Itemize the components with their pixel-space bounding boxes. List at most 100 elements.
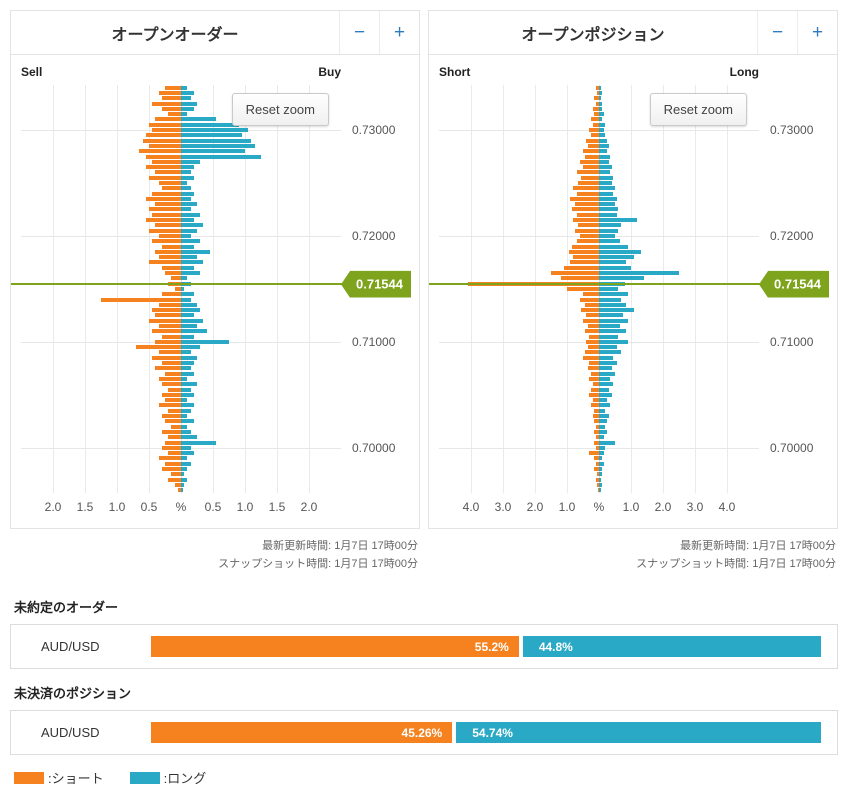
sell-bar [145, 165, 181, 170]
right-half [599, 429, 759, 434]
long-bar [599, 249, 641, 254]
zoom-out-button[interactable]: − [757, 11, 797, 54]
price-row [439, 355, 759, 360]
left-half [439, 488, 599, 493]
x-tick-label: 3.0 [686, 500, 704, 514]
price-row [439, 191, 759, 196]
positions-long-percent: 54.74% [472, 725, 513, 740]
updated-time: 最新更新時間: 1月7日 17時00分 [680, 540, 836, 552]
right-half [599, 270, 759, 276]
long-bar [599, 170, 611, 175]
left-half [21, 233, 181, 238]
buy-bar [181, 488, 183, 493]
right-half [181, 239, 341, 244]
price-row [21, 186, 341, 191]
left-half [439, 376, 599, 381]
price-axis-label: 0.72000 [770, 229, 814, 243]
right-half [599, 376, 759, 381]
sell-bar [136, 345, 181, 350]
price-row [21, 355, 341, 360]
reset-zoom-button[interactable]: Reset zoom [231, 93, 329, 126]
updated-time: 最新更新時間: 1月7日 17時00分 [262, 540, 418, 552]
left-half [439, 440, 599, 445]
sell-bar [155, 313, 181, 318]
left-half [439, 270, 599, 276]
right-half [599, 435, 759, 440]
unfilled-orders-heading: 未約定のオーダー [14, 600, 119, 616]
zoom-in-button[interactable]: + [379, 11, 419, 54]
right-half [181, 450, 341, 456]
left-half [21, 212, 181, 217]
gridline-vertical [245, 85, 246, 493]
right-half [181, 122, 341, 127]
long-bar [599, 366, 612, 371]
left-half [21, 371, 181, 376]
buy-bar [181, 408, 191, 413]
buy-bar [181, 260, 204, 265]
right-half [599, 461, 759, 466]
long-bar [599, 350, 622, 355]
long-color-swatch [129, 771, 160, 784]
price-row [439, 413, 759, 419]
sell-bar [152, 212, 181, 217]
zoom-out-button[interactable]: − [339, 11, 379, 54]
sell-bar [165, 398, 181, 403]
left-half [439, 207, 599, 212]
price-row [439, 233, 759, 238]
buy-bar [181, 138, 252, 143]
x-tick-label: 2.0 [526, 500, 544, 514]
left-half [439, 360, 599, 366]
right-half [181, 329, 341, 334]
buy-bar [181, 376, 188, 381]
right-half [599, 175, 759, 180]
buy-bar [181, 329, 207, 334]
short-bar [594, 96, 599, 101]
right-half [181, 355, 341, 360]
right-half [181, 360, 341, 366]
short-bar [587, 366, 599, 371]
price-row [439, 339, 759, 344]
sell-bar [158, 376, 181, 381]
price-axis-label: 0.71000 [352, 334, 396, 349]
buy-bar [181, 186, 191, 191]
sell-bar [149, 318, 181, 323]
left-half [439, 429, 599, 434]
sell-bar [152, 128, 181, 133]
left-half [21, 307, 181, 313]
right-half [181, 191, 341, 196]
open-orders-panel: オープンオーダー − + Sell Buy Reset zoom [10, 10, 420, 529]
zoom-in-button[interactable]: + [797, 11, 837, 54]
sell-bar [155, 223, 181, 228]
right-half [599, 345, 759, 350]
price-row [21, 413, 341, 419]
right-half [599, 413, 759, 419]
right-half [599, 143, 759, 148]
sell-bar [149, 228, 181, 233]
short-bar [576, 212, 599, 217]
long-bar [599, 318, 628, 323]
legend-long-label: :ロング [163, 771, 207, 787]
buy-bar [181, 366, 191, 371]
right-half [599, 223, 759, 228]
price-row [439, 223, 759, 228]
open-positions-plot[interactable]: Reset zoom [439, 85, 759, 493]
right-half [181, 472, 341, 477]
left-half [21, 196, 181, 201]
right-half [181, 159, 341, 164]
legend: :ショート :ロング [14, 768, 834, 787]
right-half [599, 456, 759, 461]
short-bar [591, 133, 599, 138]
left-half [21, 345, 181, 350]
right-half [181, 138, 341, 143]
price-row [21, 85, 341, 90]
left-half [21, 429, 181, 434]
short-bar [595, 435, 599, 440]
open-orders-plot[interactable]: Reset zoom [21, 85, 341, 493]
right-half [599, 329, 759, 334]
left-half [439, 228, 599, 233]
reset-zoom-button[interactable]: Reset zoom [649, 93, 747, 126]
long-bar [599, 361, 617, 366]
buy-bar [181, 403, 194, 408]
gridline-vertical [727, 85, 728, 493]
right-half [599, 164, 759, 170]
